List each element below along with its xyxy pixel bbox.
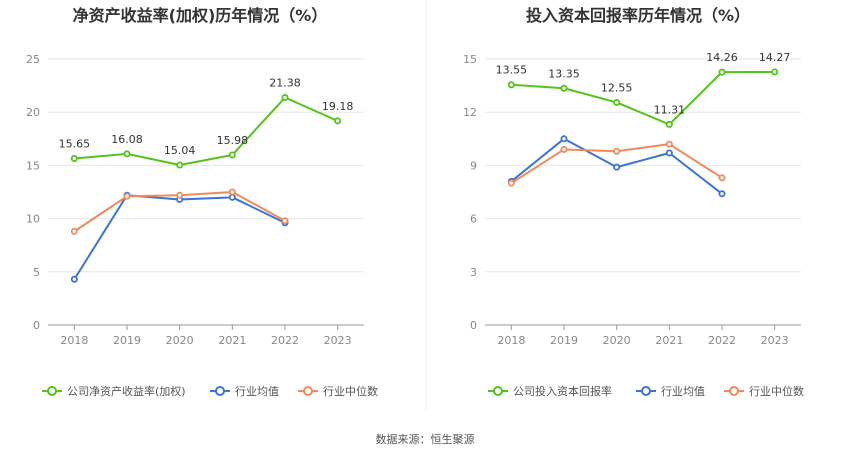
y-tick-label: 0 xyxy=(470,319,477,332)
x-tick-label: 2023 xyxy=(761,334,789,347)
y-tick-label: 12 xyxy=(463,106,477,119)
data-point-median xyxy=(665,140,673,148)
data-point-median xyxy=(507,179,515,187)
x-tick-label: 2022 xyxy=(271,334,299,347)
legend-label: 行业均值 xyxy=(661,385,705,398)
y-tick-label: 5 xyxy=(33,266,40,279)
legend-item-median[interactable]: 行业中位数 xyxy=(724,384,804,398)
data-point-company xyxy=(665,120,673,128)
data-point-median xyxy=(123,192,131,200)
series-line-company xyxy=(511,70,775,126)
legend-marker-icon xyxy=(729,386,739,396)
data-label: 15.98 xyxy=(217,134,249,147)
data-point-avg xyxy=(665,149,673,157)
data-point-median xyxy=(281,217,289,225)
x-tick-label: 2022 xyxy=(708,334,736,347)
legend-label: 行业均值 xyxy=(235,385,279,398)
x-tick-label: 2018 xyxy=(60,334,88,347)
data-label: 21.38 xyxy=(269,77,301,90)
legend-marker-icon xyxy=(641,386,651,396)
legend-item-company[interactable]: 公司净资产收益率(加权) xyxy=(42,384,186,398)
data-point-company xyxy=(228,151,236,159)
chart-title: 投入资本回报率历年情况（%） xyxy=(526,6,750,25)
x-tick-label: 2018 xyxy=(497,334,525,347)
data-point-median xyxy=(560,145,568,153)
x-tick-label: 2019 xyxy=(550,334,578,347)
data-label: 14.26 xyxy=(706,51,738,64)
legend-marker-icon xyxy=(47,386,57,396)
legend-label: 公司净资产收益率(加权) xyxy=(67,384,186,398)
chart-title: 净资产收益率(加权)历年情况（%） xyxy=(73,6,328,25)
y-tick-label: 10 xyxy=(26,213,40,226)
data-label: 15.65 xyxy=(59,137,91,150)
data-point-company xyxy=(281,94,289,102)
data-point-median xyxy=(718,174,726,182)
data-point-company xyxy=(70,154,78,162)
legend-label: 行业中位数 xyxy=(749,384,804,398)
chart-panel-roic: 投入资本回报率历年情况（%） 0 3 6 9 12 15 2018 2019 2020 2021 20… xyxy=(463,6,804,398)
y-tick-label: 3 xyxy=(470,266,477,279)
data-label: 13.55 xyxy=(496,64,528,77)
x-tick-label: 2020 xyxy=(166,334,194,347)
legend-item-avg[interactable]: 行业均值 xyxy=(210,385,279,398)
data-point-median xyxy=(176,191,184,199)
y-tick-label: 6 xyxy=(470,213,477,226)
data-point-avg xyxy=(613,163,621,171)
data-point-company xyxy=(613,98,621,106)
data-point-company xyxy=(771,68,779,76)
y-tick-label: 0 xyxy=(33,319,40,332)
legend-item-company[interactable]: 公司投入资本回报率 xyxy=(488,384,612,398)
data-label: 12.55 xyxy=(601,81,633,94)
x-tick-label: 2019 xyxy=(113,334,141,347)
data-point-company xyxy=(718,68,726,76)
data-point-company xyxy=(176,161,184,169)
legend-item-median[interactable]: 行业中位数 xyxy=(298,384,378,398)
data-label: 14.27 xyxy=(759,51,791,64)
data-point-avg xyxy=(70,275,78,283)
data-point-avg xyxy=(560,135,568,143)
legend-label: 公司投入资本回报率 xyxy=(513,384,612,398)
y-tick-label: 20 xyxy=(26,106,40,119)
legend-marker-icon xyxy=(215,386,225,396)
y-tick-label: 25 xyxy=(26,53,40,66)
chart-panel-roe: 净资产收益率(加权)历年情况（%） 0 5 10 15 20 25 2018 2019 2020 2… xyxy=(26,6,378,398)
x-tick-label: 2020 xyxy=(603,334,631,347)
data-point-median xyxy=(228,188,236,196)
data-point-avg xyxy=(718,190,726,198)
data-label: 11.31 xyxy=(654,103,686,116)
data-label: 15.04 xyxy=(164,144,196,157)
data-point-company xyxy=(123,150,131,158)
data-label: 16.08 xyxy=(111,133,143,146)
data-point-company xyxy=(334,117,342,125)
source-note: 数据来源：恒生聚源 xyxy=(376,432,475,446)
data-point-company xyxy=(560,84,568,92)
legend-item-avg[interactable]: 行业均值 xyxy=(636,385,705,398)
x-tick-label: 2023 xyxy=(324,334,352,347)
y-tick-label: 9 xyxy=(470,159,477,172)
y-tick-label: 15 xyxy=(463,53,477,66)
legend-marker-icon xyxy=(493,386,503,396)
series-line-avg xyxy=(73,194,286,280)
series-line-company xyxy=(74,96,339,166)
x-tick-label: 2021 xyxy=(218,334,246,347)
data-point-median xyxy=(70,227,78,235)
data-label: 13.35 xyxy=(548,67,580,80)
data-point-company xyxy=(507,81,515,89)
y-tick-label: 15 xyxy=(26,159,40,172)
legend-label: 行业中位数 xyxy=(323,384,378,398)
data-point-median xyxy=(613,147,621,155)
data-point-avg xyxy=(228,193,236,201)
x-tick-label: 2021 xyxy=(655,334,683,347)
legend-marker-icon xyxy=(303,386,313,396)
data-label: 19.18 xyxy=(322,100,354,113)
